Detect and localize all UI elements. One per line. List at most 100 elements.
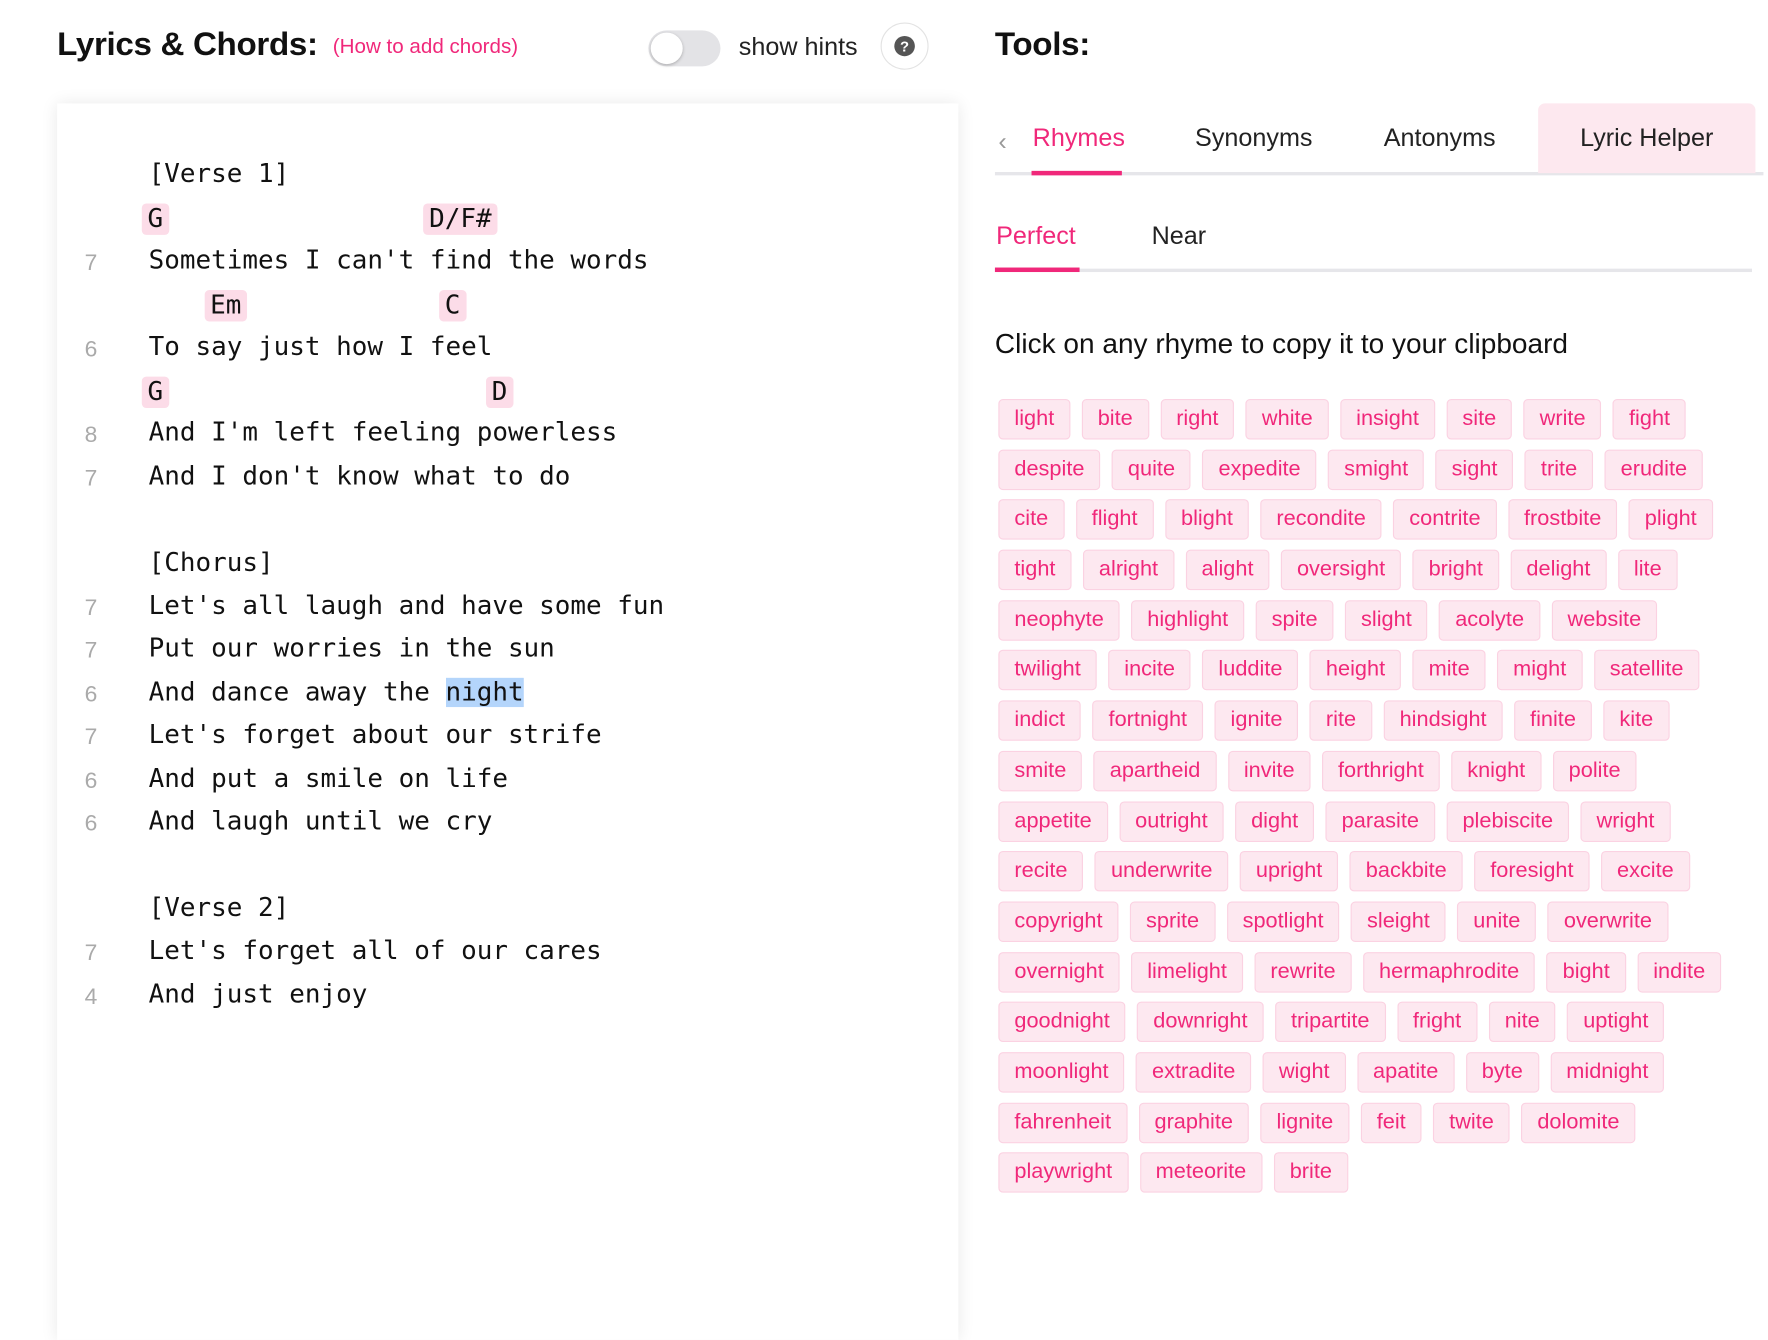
how-to-add-chords-link[interactable]: (How to add chords) [332, 34, 519, 58]
rhyme-tag[interactable]: excite [1600, 851, 1690, 892]
rhyme-tag[interactable]: fright [1396, 1001, 1478, 1043]
rhyme-tag[interactable]: playwright [998, 1152, 1129, 1194]
show-hints-toggle[interactable] [648, 30, 721, 67]
rhyme-tag[interactable]: blight [1165, 499, 1249, 540]
rhyme-tag[interactable]: rewrite [1254, 951, 1352, 993]
rhyme-tag[interactable]: overnight [998, 951, 1120, 993]
chord-g[interactable]: G [141, 203, 169, 236]
rhyme-tag[interactable]: upright [1239, 851, 1339, 892]
rhyme-tag[interactable]: sleight [1351, 901, 1446, 942]
rhyme-tag[interactable]: twite [1433, 1102, 1510, 1143]
rhyme-tag[interactable]: finite [1514, 700, 1592, 741]
tab-synonyms[interactable]: Synonyms [1195, 123, 1313, 152]
rhyme-tag[interactable]: kite [1603, 700, 1670, 741]
rhyme-tag[interactable]: apartheid [1093, 750, 1217, 792]
rhyme-tag[interactable]: lignite [1260, 1102, 1350, 1143]
rhyme-tag[interactable]: meteorite [1139, 1152, 1263, 1194]
rhyme-tag[interactable]: wight [1262, 1052, 1346, 1093]
rhyme-tag[interactable]: fahrenheit [998, 1102, 1128, 1143]
rhyme-tag[interactable]: hindsight [1383, 700, 1503, 741]
rhyme-tag[interactable]: sprite [1130, 901, 1216, 942]
rhyme-tag[interactable]: oversight [1280, 549, 1402, 591]
rhyme-tag[interactable]: frostbite [1507, 499, 1618, 540]
rhyme-tag[interactable]: highlight [1131, 599, 1245, 641]
rhyme-tag[interactable]: limelight [1131, 951, 1243, 993]
rhyme-tag[interactable]: foresight [1474, 851, 1590, 892]
rhyme-tag[interactable]: brite [1273, 1152, 1348, 1194]
rhyme-tag[interactable]: delight [1510, 549, 1607, 591]
help-button[interactable]: ? [880, 22, 929, 70]
lyric-line[interactable]: Put our worries in the sun [148, 634, 555, 664]
chevron-left-icon[interactable]: ‹ [998, 127, 1007, 156]
rhyme-tag[interactable]: ignite [1214, 700, 1299, 741]
lyric-line[interactable]: Let's forget all of our cares [148, 936, 602, 966]
rhyme-tag[interactable]: smite [998, 750, 1083, 792]
lyric-line[interactable]: Let's all laugh and have some fun [148, 591, 665, 621]
rhyme-tag[interactable]: underwrite [1094, 851, 1229, 892]
rhyme-tag[interactable]: trite [1524, 449, 1594, 490]
rhyme-tag[interactable]: forthright [1322, 750, 1440, 792]
lyric-line[interactable]: And I don't know what to do [148, 461, 571, 492]
rhyme-tag[interactable]: bright [1412, 549, 1499, 591]
chord-em[interactable]: Em [204, 290, 248, 322]
rhyme-tag[interactable]: indict [998, 700, 1082, 741]
rhyme-tag[interactable]: cite [998, 499, 1065, 540]
rhyme-tag[interactable]: right [1160, 399, 1235, 440]
lyric-line[interactable]: And just enjoy [148, 979, 368, 1009]
rhyme-tag[interactable]: invite [1227, 750, 1311, 792]
lyric-line[interactable]: Let's forget about our strife [148, 720, 602, 750]
rhyme-tag[interactable]: twilight [998, 650, 1097, 691]
rhyme-tag[interactable]: tripartite [1274, 1001, 1386, 1043]
chord-c[interactable]: C [439, 290, 467, 322]
chord-d[interactable]: D [485, 376, 514, 409]
rhyme-tag[interactable]: downright [1137, 1001, 1264, 1043]
rhyme-tag[interactable]: light [998, 399, 1071, 440]
rhyme-tag[interactable]: feit [1360, 1102, 1422, 1143]
rhyme-tag[interactable]: unite [1457, 901, 1537, 942]
rhyme-tag[interactable]: uptight [1567, 1001, 1665, 1043]
rhyme-tag[interactable]: apatite [1357, 1052, 1455, 1093]
rhyme-tag[interactable]: slight [1344, 599, 1428, 641]
rhyme-tag[interactable]: bight [1546, 951, 1626, 993]
rhyme-tag[interactable]: write [1523, 399, 1602, 440]
rhyme-tag[interactable]: flight [1075, 499, 1154, 540]
rhyme-tag[interactable]: dight [1235, 800, 1315, 842]
rhyme-tag[interactable]: sight [1435, 449, 1514, 490]
rhyme-tag[interactable]: knight [1451, 750, 1542, 792]
rhyme-tag[interactable]: neophyte [998, 599, 1120, 641]
rhyme-tag[interactable]: contrite [1393, 499, 1497, 540]
rhyme-tag[interactable]: height [1309, 650, 1402, 691]
chord-g[interactable]: G [141, 376, 169, 409]
rhyme-tag[interactable]: parasite [1325, 800, 1436, 842]
lyric-line[interactable]: And put a smile on life [148, 763, 508, 794]
rhyme-tag[interactable]: smight [1328, 449, 1425, 490]
rhyme-tag[interactable]: despite [998, 449, 1101, 490]
lyric-line[interactable]: Sometimes I can't find the words [148, 245, 649, 276]
rhyme-tag[interactable]: mite [1412, 650, 1486, 691]
rhyme-tag[interactable]: appetite [998, 800, 1108, 842]
rhyme-tag[interactable]: hermaphrodite [1363, 951, 1536, 993]
rhyme-tag[interactable]: goodnight [998, 1001, 1126, 1043]
tab-rhymes[interactable]: Rhymes [1032, 123, 1125, 152]
lyric-line[interactable]: And I'm left feeling powerless [148, 418, 618, 448]
rhyme-tag[interactable]: website [1551, 599, 1658, 641]
rhyme-tag[interactable]: satellite [1593, 650, 1700, 691]
rhyme-tag[interactable]: fight [1612, 399, 1687, 440]
rhyme-tag[interactable]: overwrite [1547, 901, 1669, 942]
rhyme-tag[interactable]: outright [1119, 800, 1224, 842]
rhyme-tag[interactable]: expedite [1202, 449, 1317, 490]
rhyme-tag[interactable]: white [1245, 399, 1329, 440]
rhyme-tag[interactable]: spite [1255, 599, 1334, 641]
lyric-line[interactable]: And laugh until we cry [148, 807, 493, 837]
rhyme-tag[interactable]: site [1446, 399, 1513, 440]
rhyme-tag[interactable]: insight [1340, 399, 1435, 440]
rhyme-tag[interactable]: midnight [1550, 1052, 1665, 1093]
rhyme-tag[interactable]: acolyte [1439, 599, 1541, 641]
rhyme-tag[interactable]: alight [1185, 549, 1270, 591]
lyrics-editor[interactable]: [Verse 1] G D/F# 7 Sometimes I can't find th… [57, 103, 959, 1340]
rhyme-tag[interactable]: plight [1628, 499, 1713, 540]
rhyme-tag[interactable]: copyright [998, 901, 1119, 942]
rhyme-tag[interactable]: luddite [1202, 650, 1299, 691]
subtab-perfect[interactable]: Perfect [996, 221, 1076, 250]
rhyme-tag[interactable]: moonlight [998, 1052, 1125, 1093]
